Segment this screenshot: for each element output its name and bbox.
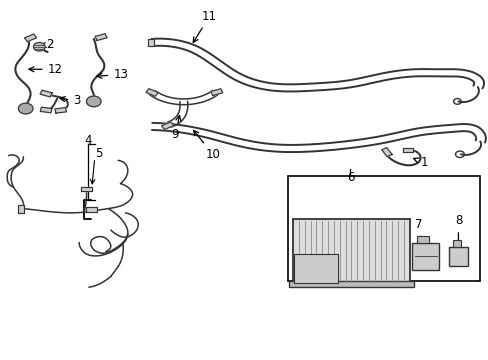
Bar (411, 243, 438, 270)
Polygon shape (41, 107, 52, 113)
Circle shape (86, 96, 101, 107)
Text: 3: 3 (60, 94, 81, 107)
Text: 13: 13 (97, 68, 128, 81)
Polygon shape (86, 207, 97, 212)
Polygon shape (381, 148, 391, 157)
Text: 12: 12 (29, 63, 62, 76)
Bar (452, 240, 460, 247)
Polygon shape (402, 148, 412, 153)
Polygon shape (55, 108, 66, 113)
Circle shape (19, 103, 33, 114)
Polygon shape (18, 205, 24, 213)
Polygon shape (95, 34, 107, 40)
Bar (293, 254, 338, 283)
Polygon shape (147, 39, 153, 46)
Circle shape (33, 42, 45, 51)
Text: 10: 10 (193, 130, 220, 161)
Text: 9: 9 (171, 116, 181, 141)
Polygon shape (146, 89, 158, 96)
Polygon shape (210, 89, 223, 95)
Text: 11: 11 (193, 10, 217, 42)
Bar (292, 219, 409, 284)
Text: 8: 8 (454, 214, 461, 251)
Text: 6: 6 (346, 171, 353, 184)
Polygon shape (81, 187, 92, 191)
Text: 4: 4 (84, 134, 91, 147)
Text: 1: 1 (413, 156, 427, 169)
Bar (287, 176, 479, 281)
Polygon shape (40, 90, 52, 97)
Polygon shape (161, 122, 173, 130)
Bar (288, 281, 413, 287)
Text: 2: 2 (41, 38, 54, 51)
Bar (416, 236, 428, 243)
Bar (448, 247, 467, 266)
Polygon shape (24, 34, 37, 42)
Text: 5: 5 (95, 147, 102, 160)
Text: 7: 7 (414, 218, 424, 249)
